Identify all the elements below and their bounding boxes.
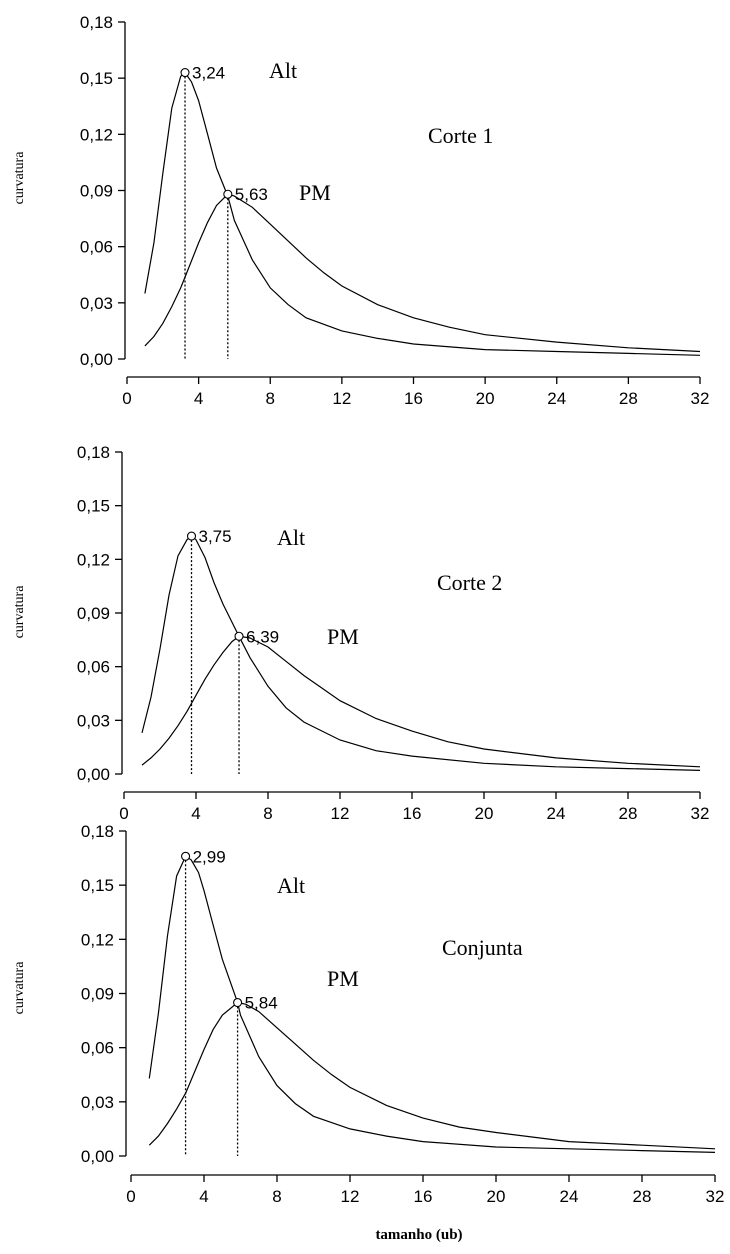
x-tick-label: 0 bbox=[122, 389, 131, 408]
series-line-pm bbox=[141, 635, 701, 768]
panel-title: Conjunta bbox=[442, 935, 523, 960]
peak-marker bbox=[223, 189, 233, 199]
y-tick-label: 0,03 bbox=[81, 1093, 114, 1112]
series-name-label: Alt bbox=[269, 58, 297, 83]
peak-value-label: 3,75 bbox=[199, 527, 232, 546]
x-tick-label: 24 bbox=[560, 1187, 579, 1206]
y-tick-label: 0,09 bbox=[81, 985, 114, 1004]
y-tick-label: 0,06 bbox=[81, 1039, 114, 1058]
panel-conjunta: Conjunta curvatura tamanho (ub) 0,00 0,03… bbox=[12, 822, 724, 1243]
y-tick-label: 0,18 bbox=[77, 443, 110, 462]
x-tick-label: 28 bbox=[619, 389, 638, 408]
y-axis-label: curvatura bbox=[12, 151, 27, 205]
x-tick-label: 32 bbox=[691, 804, 710, 823]
y-tick-label: 0,06 bbox=[80, 238, 113, 257]
y-tick-label: 0,03 bbox=[77, 711, 110, 730]
y-tick-label: 0,09 bbox=[77, 604, 110, 623]
x-tick-label: 16 bbox=[403, 804, 422, 823]
y-tick-label: 0,00 bbox=[80, 350, 113, 369]
panel-title: Corte 2 bbox=[437, 570, 502, 595]
series-line-alt bbox=[148, 855, 716, 1153]
peak-marker bbox=[181, 851, 191, 861]
series-name-label: Alt bbox=[277, 873, 305, 898]
peak-marker bbox=[180, 68, 190, 78]
x-tick-label: 16 bbox=[414, 1187, 433, 1206]
x-tick-label: 12 bbox=[341, 1187, 360, 1206]
y-tick-label: 0,00 bbox=[77, 765, 110, 784]
panel-corte-2: Corte 2 curvatura 0,00 0,03 0,06 0,09 0,12 0,… bbox=[12, 443, 709, 823]
x-tick-label: 4 bbox=[191, 804, 200, 823]
x-tick-label: 8 bbox=[272, 1187, 281, 1206]
y-tick-label: 0,15 bbox=[77, 497, 110, 516]
x-tick-label: 4 bbox=[199, 1187, 208, 1206]
x-tick-label: 32 bbox=[706, 1187, 725, 1206]
x-tick-label: 8 bbox=[263, 804, 272, 823]
series-line-pm bbox=[148, 1001, 716, 1150]
y-tick-label: 0,12 bbox=[80, 125, 113, 144]
peak-value-label: 6,39 bbox=[246, 627, 279, 646]
y-tick-label: 0,18 bbox=[80, 13, 113, 32]
x-tick-label: 8 bbox=[266, 389, 275, 408]
peak-marker bbox=[234, 631, 244, 641]
y-tick-label: 0,18 bbox=[81, 822, 114, 841]
series-line-alt bbox=[144, 71, 701, 356]
series-line-alt bbox=[141, 535, 701, 771]
x-tick-label: 24 bbox=[547, 389, 566, 408]
series-name-label: Alt bbox=[277, 525, 305, 550]
y-tick-label: 0,06 bbox=[77, 658, 110, 677]
series-name-label: PM bbox=[327, 966, 359, 991]
x-tick-label: 28 bbox=[619, 804, 638, 823]
y-axis-label: curvatura bbox=[12, 585, 27, 639]
x-tick-label: 20 bbox=[476, 389, 495, 408]
x-axis-label: tamanho (ub) bbox=[375, 1227, 462, 1243]
x-tick-label: 12 bbox=[332, 389, 351, 408]
x-tick-label: 0 bbox=[119, 804, 128, 823]
peak-marker bbox=[186, 531, 197, 541]
series-name-label: PM bbox=[299, 180, 331, 205]
x-tick-label: 4 bbox=[194, 389, 203, 408]
peak-value-label: 2,99 bbox=[193, 847, 226, 866]
panel-corte-1: Corte 1 curvatura 0,00 0,03 0,06 0,09 0,12 0,… bbox=[12, 13, 709, 408]
y-tick-label: 0,15 bbox=[80, 69, 113, 88]
y-tick-label: 0,12 bbox=[81, 930, 114, 949]
peak-value-label: 3,24 bbox=[192, 64, 225, 83]
y-tick-label: 0,00 bbox=[81, 1147, 114, 1166]
series-name-label: PM bbox=[327, 624, 359, 649]
x-tick-label: 0 bbox=[126, 1187, 135, 1206]
series-line-pm bbox=[144, 193, 701, 353]
y-tick-label: 0,03 bbox=[80, 294, 113, 313]
x-tick-label: 16 bbox=[404, 389, 423, 408]
panel-title: Corte 1 bbox=[428, 123, 493, 148]
peak-value-label: 5,84 bbox=[245, 994, 278, 1013]
x-tick-label: 12 bbox=[331, 804, 350, 823]
y-tick-label: 0,15 bbox=[81, 876, 114, 895]
y-tick-label: 0,09 bbox=[80, 182, 113, 201]
x-tick-label: 20 bbox=[487, 1187, 506, 1206]
x-tick-label: 24 bbox=[547, 804, 566, 823]
x-tick-label: 20 bbox=[475, 804, 494, 823]
y-axis-label: curvatura bbox=[12, 961, 27, 1015]
x-tick-label: 32 bbox=[691, 389, 710, 408]
peak-marker bbox=[233, 997, 243, 1008]
y-tick-label: 0,12 bbox=[77, 550, 110, 569]
peak-value-label: 5,63 bbox=[235, 185, 268, 204]
x-tick-label: 28 bbox=[633, 1187, 652, 1206]
